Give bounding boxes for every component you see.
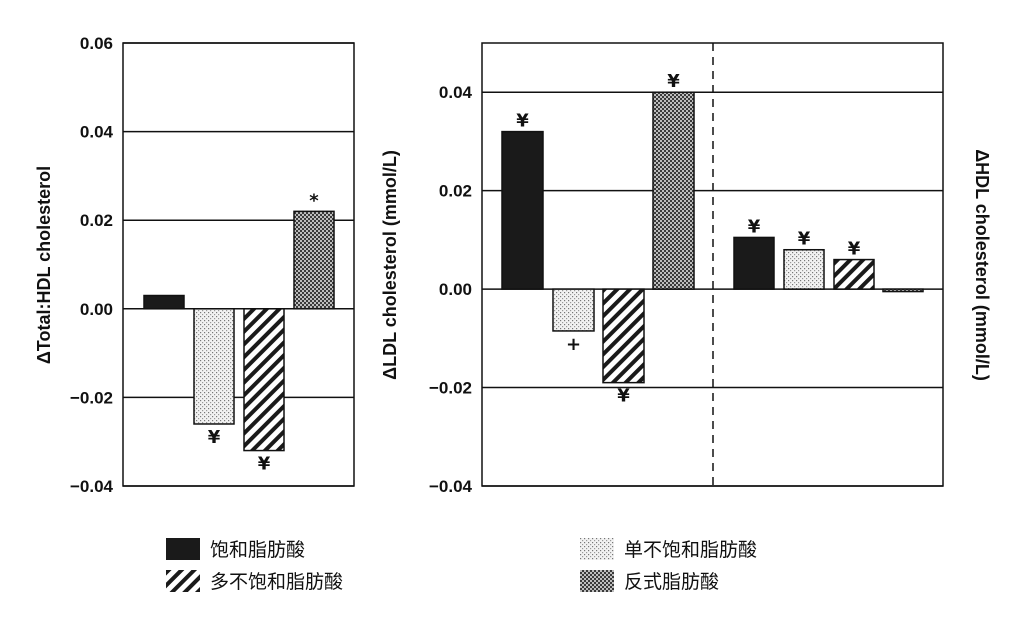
y-tick-label: 0.04 xyxy=(439,83,473,102)
legend-item-saturated: 饱和脂肪酸 xyxy=(166,535,305,562)
y-tick-label: 0.04 xyxy=(80,123,114,142)
significance-marker: + xyxy=(566,334,581,355)
y-tick-label: −0.04 xyxy=(70,477,114,496)
bar-pufa xyxy=(603,289,644,383)
bar-trans xyxy=(883,289,923,291)
panel1-ylabel: ΔTotal:HDL cholesterol xyxy=(34,166,54,364)
legend-swatch-hatch xyxy=(166,570,200,592)
legend-label: 饱和脂肪酸 xyxy=(210,535,305,562)
panel3-ylabel: ΔHDL cholesterol (mmol/L) xyxy=(972,149,992,381)
bar-saturated xyxy=(502,132,543,290)
y-tick-label: 0.06 xyxy=(80,34,113,53)
legend-item-mufa: 单不饱和脂肪酸 xyxy=(580,535,757,562)
y-tick-label: 0.00 xyxy=(80,300,113,319)
legend-item-trans: 反式脂肪酸 xyxy=(580,567,719,594)
y-tick-label: 0.02 xyxy=(80,211,113,230)
y-tick-label: 0.00 xyxy=(439,280,472,299)
panel-total-hdl: 0.06 0.04 0.02 0.00 −0.02 −0.04 ¥ ¥ * ΔTotal:HD… xyxy=(34,34,354,496)
bar-saturated xyxy=(144,296,184,309)
y-tick-label: −0.02 xyxy=(429,379,472,398)
legend-item-pufa: 多不饱和脂肪酸 xyxy=(166,567,343,594)
significance-marker: ¥ xyxy=(748,216,761,237)
chart-area: 0.06 0.04 0.02 0.00 −0.02 −0.04 ¥ ¥ * ΔTotal:HD… xyxy=(0,0,1026,530)
legend-swatch-solid xyxy=(166,538,200,560)
y-tick-label: −0.02 xyxy=(70,388,113,407)
bar-saturated xyxy=(734,237,774,289)
significance-marker: ¥ xyxy=(848,239,861,260)
panel-ldl-hdl: 0.04 0.02 0.00 −0.02 −0.04 ¥ + ¥ ¥ ¥ ¥ ¥ ΔLDL chol… xyxy=(380,43,992,496)
bar-pufa xyxy=(244,309,284,451)
y-tick-label: −0.04 xyxy=(429,477,473,496)
significance-marker: ¥ xyxy=(617,386,630,407)
y-tick-label: 0.02 xyxy=(439,182,472,201)
bar-pufa xyxy=(834,260,874,290)
bar-trans xyxy=(294,211,334,308)
bar-mufa xyxy=(784,250,824,289)
significance-marker: ¥ xyxy=(208,427,221,448)
significance-marker: * xyxy=(309,190,319,211)
significance-marker: ¥ xyxy=(798,229,811,250)
legend-label: 多不饱和脂肪酸 xyxy=(210,567,343,594)
legend-label: 单不饱和脂肪酸 xyxy=(624,535,757,562)
significance-marker: ¥ xyxy=(258,454,271,475)
bar-mufa xyxy=(194,309,234,424)
legend-swatch-cross xyxy=(580,570,614,592)
legend-label: 反式脂肪酸 xyxy=(624,567,719,594)
significance-marker: ¥ xyxy=(516,111,529,132)
panel2-ylabel: ΔLDL cholesterol (mmol/L) xyxy=(380,150,400,380)
significance-marker: ¥ xyxy=(667,71,680,92)
bar-mufa xyxy=(553,289,594,331)
bar-trans xyxy=(653,92,694,289)
legend-swatch-dots xyxy=(580,538,614,560)
